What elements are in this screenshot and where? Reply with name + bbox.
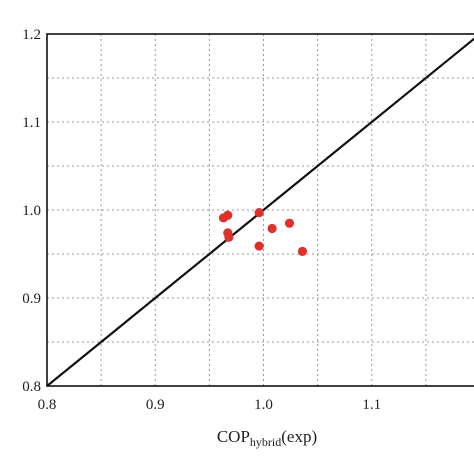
data-point xyxy=(254,208,264,218)
y-tick-label: 0.9 xyxy=(22,291,41,307)
x-axis-title: COPhybrid(exp) xyxy=(217,427,317,449)
y-tick-label: 0.8 xyxy=(22,379,41,395)
y-tick-label: 1.0 xyxy=(22,203,41,219)
data-point xyxy=(254,241,264,251)
data-point xyxy=(297,246,308,256)
x-tick-label: 0.9 xyxy=(146,397,165,413)
data-point xyxy=(224,232,234,242)
plot-frame xyxy=(46,33,474,387)
x-tick-label: 1.1 xyxy=(362,397,381,413)
y-tick-label: 1.2 xyxy=(22,27,41,43)
reference-line xyxy=(46,37,474,387)
y-axis-ticks: 0.8 0.9 1.0 1.1 1.2 xyxy=(22,27,41,395)
x-axis-title-sub: hybrid xyxy=(250,435,281,449)
x-axis-ticks: 0.80.91.01.11 xyxy=(38,397,382,413)
x-tick-label: 0.8 xyxy=(38,397,57,413)
x-axis-title-suffix: (exp) xyxy=(281,427,317,446)
y-tick-label: 1.1 xyxy=(22,115,41,131)
data-point xyxy=(284,218,295,228)
data-point xyxy=(223,210,233,220)
x-tick-label: 1.0 xyxy=(254,397,273,413)
x-axis-title-main: COP xyxy=(217,427,250,446)
data-point xyxy=(267,223,277,234)
data-points xyxy=(218,208,308,256)
